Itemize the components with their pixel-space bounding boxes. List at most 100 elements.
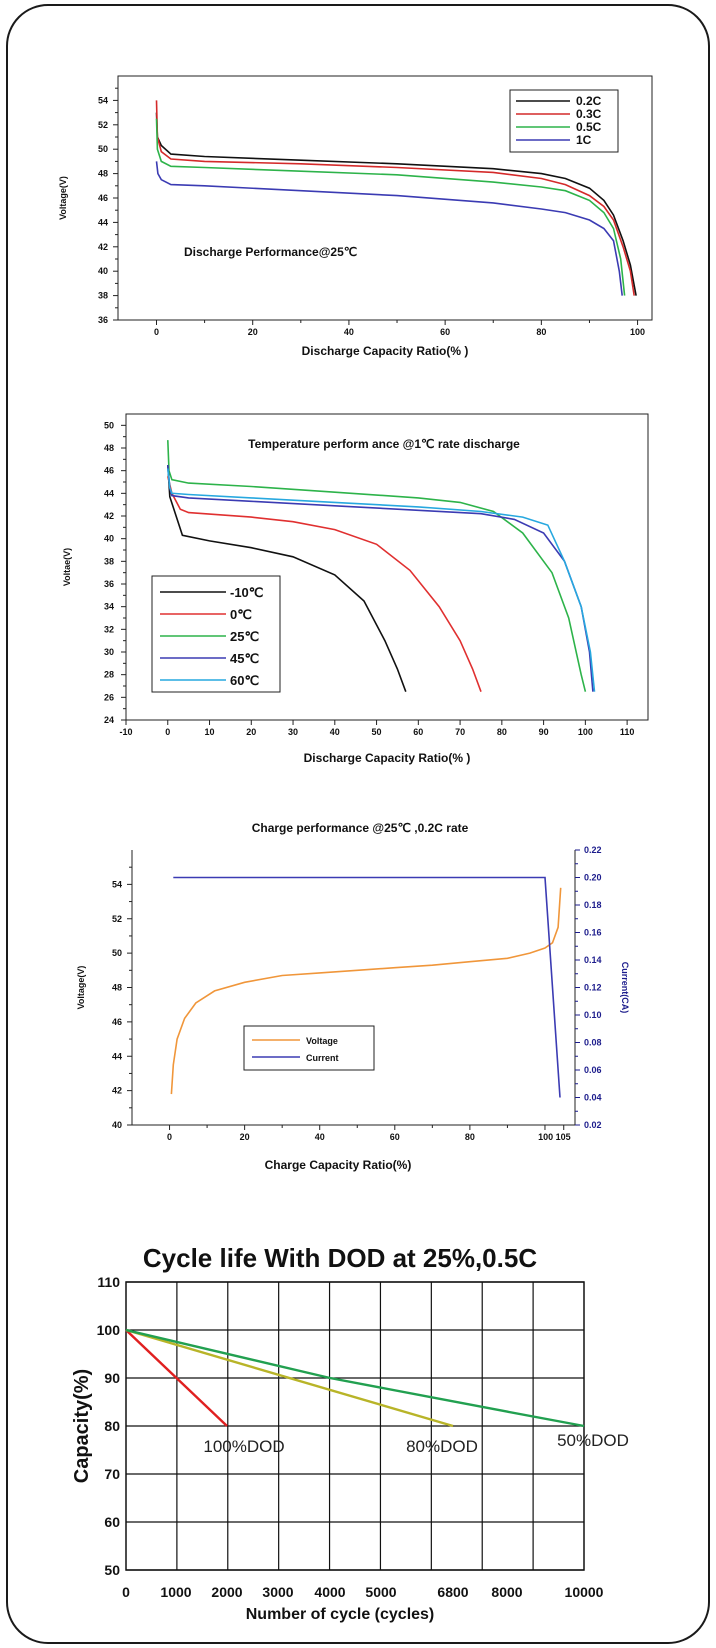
x-tick-label-1: 80 bbox=[536, 327, 546, 337]
series-line-60℃ bbox=[167, 468, 596, 692]
y-tick-label-3: 46 bbox=[112, 1017, 122, 1027]
x-tick-label-1: 40 bbox=[344, 327, 354, 337]
legend-label-1: 1C bbox=[576, 133, 592, 147]
x-tick-label-2: 100 bbox=[578, 727, 593, 737]
y2-tick-label-3: 0.10 bbox=[584, 1010, 602, 1020]
y-tick-label-2: 36 bbox=[104, 579, 114, 589]
x-tick-label-1: 20 bbox=[248, 327, 258, 337]
y-tick-label-2: 32 bbox=[104, 624, 114, 634]
x-tick-label-2: 30 bbox=[288, 727, 298, 737]
legend-box-1 bbox=[509, 89, 619, 153]
y-tick-label-3: 42 bbox=[112, 1086, 122, 1096]
chart-4-ylabel: Capacity(%) bbox=[71, 1369, 93, 1483]
chart-1-xlabel: Discharge Capacity Ratio(% ) bbox=[302, 344, 469, 358]
y-tick-label-2: 28 bbox=[104, 670, 114, 680]
chart-1-title: Discharge Performance@25℃ bbox=[184, 245, 357, 259]
x-tick-label-2: 40 bbox=[330, 727, 340, 737]
y-tick-label-1: 44 bbox=[98, 217, 108, 227]
x-tick-label-3: 40 bbox=[315, 1132, 325, 1142]
y-tick-label-4: 100 bbox=[97, 1322, 121, 1338]
y-tick-label-2: 48 bbox=[104, 443, 114, 453]
legend-label-3: Current bbox=[306, 1053, 339, 1063]
chart-3-title: Charge performance @25℃ ,0.2C rate bbox=[252, 821, 469, 835]
x-tick-label-3: 0 bbox=[167, 1132, 172, 1142]
x-tick-label-2: 80 bbox=[497, 727, 507, 737]
legend-label-2: 45℃ bbox=[230, 651, 259, 666]
x-tick-label-4: 10000 bbox=[565, 1584, 604, 1600]
y-tick-label-3: 52 bbox=[112, 914, 122, 924]
y-tick-label-2: 40 bbox=[104, 534, 114, 544]
series-line-0.3C bbox=[155, 100, 635, 296]
x-tick-label-4: 6800 bbox=[437, 1584, 468, 1600]
y-tick-label-4: 80 bbox=[104, 1418, 120, 1434]
chart-1-ylabel: Voltage(V) bbox=[58, 176, 68, 220]
y-tick-label-2: 38 bbox=[104, 556, 114, 566]
chart-2-ylabel: Voltae(V) bbox=[62, 548, 72, 586]
x-tick-label-2: 0 bbox=[165, 727, 170, 737]
series-line-25℃ bbox=[167, 440, 587, 692]
series-line-Voltage bbox=[170, 887, 562, 1095]
y-tick-label-3: 44 bbox=[112, 1051, 122, 1061]
x-tick-label-4: 1000 bbox=[160, 1584, 191, 1600]
legend-label-2: -10℃ bbox=[230, 585, 263, 600]
dod-annotation-2: 80%DOD bbox=[406, 1437, 478, 1456]
chart-2-title: Temperature perform ance @1℃ rate discha… bbox=[248, 437, 520, 451]
legend-label-2: 25℃ bbox=[230, 629, 259, 644]
chart-3-xlabel: Charge Capacity Ratio(%) bbox=[265, 1158, 412, 1172]
x-tick-label-3: 20 bbox=[240, 1132, 250, 1142]
y-tick-label-3: 40 bbox=[112, 1120, 122, 1130]
y-tick-label-3: 48 bbox=[112, 983, 122, 993]
x-tick-label-4: 2000 bbox=[211, 1584, 242, 1600]
y-tick-label-1: 38 bbox=[98, 291, 108, 301]
y2-tick-label-3: 0.02 bbox=[584, 1120, 602, 1130]
y-tick-label-1: 48 bbox=[98, 169, 108, 179]
series-line-80%DOD bbox=[125, 1328, 454, 1428]
plot-frame-2 bbox=[125, 413, 649, 721]
x-tick-label-2: 110 bbox=[620, 727, 635, 737]
series-line-1C bbox=[155, 161, 623, 296]
y2-tick-label-3: 0.18 bbox=[584, 900, 602, 910]
series-line-0.5C bbox=[155, 118, 626, 296]
x-tick-label-1: 0 bbox=[154, 327, 159, 337]
series-line-50%DOD bbox=[125, 1328, 585, 1428]
y-tick-label-4: 50 bbox=[104, 1562, 120, 1578]
y-tick-label-4: 90 bbox=[104, 1370, 120, 1386]
y-tick-label-1: 36 bbox=[98, 315, 108, 325]
series-line-0.2C bbox=[155, 112, 637, 296]
y-tick-label-2: 26 bbox=[104, 692, 114, 702]
legend-label-2: 0℃ bbox=[230, 607, 252, 622]
chart-2-xlabel: Discharge Capacity Ratio(% ) bbox=[304, 751, 471, 765]
legend-label-2: 60℃ bbox=[230, 673, 259, 688]
legend-box-3 bbox=[243, 1025, 375, 1071]
y-tick-label-1: 54 bbox=[98, 95, 108, 105]
chart-4-title: Cycle life With DOD at 25%,0.5C bbox=[143, 1243, 537, 1273]
legend-label-1: 0.3C bbox=[576, 107, 602, 121]
x-tick-label-2: -10 bbox=[119, 727, 132, 737]
y2-tick-label-3: 0.16 bbox=[584, 928, 602, 938]
y-tick-label-2: 46 bbox=[104, 466, 114, 476]
y-tick-label-4: 70 bbox=[104, 1466, 120, 1482]
x-tick-label-3: 80 bbox=[465, 1132, 475, 1142]
y-tick-label-2: 50 bbox=[104, 420, 114, 430]
series-line-0℃ bbox=[167, 476, 482, 692]
y2-tick-label-3: 0.08 bbox=[584, 1038, 602, 1048]
y-tick-label-2: 24 bbox=[104, 715, 114, 725]
chart-3-y2label: Current(CA) bbox=[620, 962, 630, 1014]
y-tick-label-1: 42 bbox=[98, 242, 108, 252]
y2-tick-label-3: 0.22 bbox=[584, 845, 602, 855]
chart-4-xlabel: Number of cycle (cycles) bbox=[246, 1606, 435, 1623]
x-tick-label-2: 50 bbox=[372, 727, 382, 737]
y2-tick-label-3: 0.14 bbox=[584, 955, 602, 965]
x-tick-label-2: 90 bbox=[539, 727, 549, 737]
y-tick-label-1: 50 bbox=[98, 144, 108, 154]
series-line--10℃ bbox=[167, 464, 407, 692]
y-tick-label-2: 42 bbox=[104, 511, 114, 521]
legend-label-1: 0.2C bbox=[576, 94, 602, 108]
y2-tick-label-3: 0.04 bbox=[584, 1093, 602, 1103]
y-tick-label-3: 50 bbox=[112, 948, 122, 958]
y2-tick-label-3: 0.12 bbox=[584, 983, 602, 993]
y-tick-label-1: 40 bbox=[98, 266, 108, 276]
x-tick-label-3: 60 bbox=[390, 1132, 400, 1142]
x-tick-label-1: 100 bbox=[630, 327, 645, 337]
y2-tick-label-3: 0.06 bbox=[584, 1065, 602, 1075]
